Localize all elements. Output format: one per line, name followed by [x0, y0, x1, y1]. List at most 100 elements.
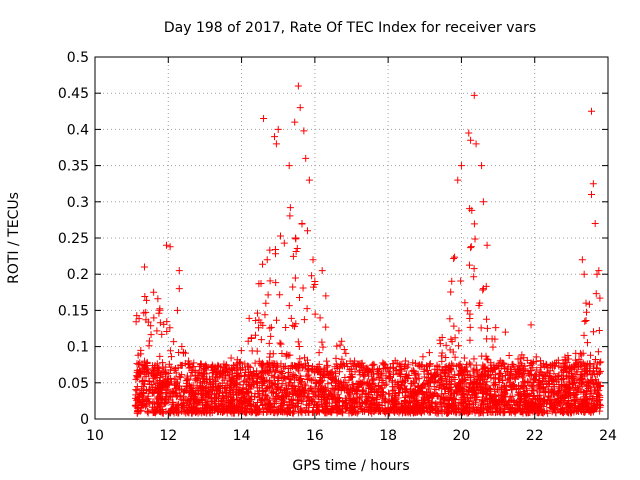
data-point — [489, 408, 497, 416]
data-point — [395, 389, 403, 397]
data-point — [176, 392, 184, 400]
data-point — [470, 265, 478, 273]
data-point — [472, 381, 480, 389]
data-point — [166, 243, 174, 251]
data-point — [522, 409, 530, 417]
data-point — [578, 404, 586, 412]
data-point — [525, 403, 533, 411]
data-point — [142, 308, 150, 316]
data-point — [253, 407, 261, 415]
data-point — [585, 300, 593, 308]
data-point — [523, 356, 531, 364]
grid-lines — [95, 57, 608, 419]
data-point — [516, 355, 524, 363]
data-point — [382, 380, 390, 388]
data-point — [145, 387, 153, 395]
data-point — [382, 372, 390, 380]
data-point — [280, 239, 288, 247]
data-point — [582, 316, 590, 324]
data-point — [570, 363, 578, 371]
data-point — [276, 291, 284, 299]
data-point — [165, 370, 173, 378]
data-point — [339, 409, 347, 417]
data-point — [505, 351, 513, 359]
data-point — [441, 372, 449, 380]
data-point — [532, 371, 540, 379]
data-point — [560, 407, 568, 415]
data-point — [235, 358, 243, 366]
data-point — [548, 408, 556, 416]
data-point — [183, 383, 191, 391]
data-point — [465, 261, 473, 269]
data-point — [438, 349, 446, 357]
data-point — [388, 397, 396, 405]
data-point — [517, 359, 525, 367]
data-point — [425, 408, 433, 416]
data-point — [161, 399, 169, 407]
data-point — [472, 394, 480, 402]
data-point — [584, 339, 592, 347]
data-point — [175, 267, 183, 275]
data-point — [298, 220, 306, 228]
data-point — [306, 385, 314, 393]
data-point — [253, 379, 261, 387]
data-point — [272, 250, 280, 258]
data-point — [217, 398, 225, 406]
data-point — [297, 375, 305, 383]
data-point — [450, 322, 458, 330]
data-point — [485, 385, 493, 393]
data-point — [414, 401, 422, 409]
data-point — [228, 405, 236, 413]
data-point — [166, 347, 174, 355]
data-point — [436, 373, 444, 381]
data-point — [438, 390, 446, 398]
data-point — [364, 394, 372, 402]
data-point — [381, 364, 389, 372]
data-point — [132, 386, 140, 394]
data-point — [172, 385, 180, 393]
data-point — [597, 367, 605, 375]
data-point — [546, 361, 554, 369]
data-point — [348, 373, 356, 381]
data-point — [581, 317, 589, 325]
data-point — [246, 381, 254, 389]
data-point — [393, 407, 401, 415]
data-point — [397, 384, 405, 392]
data-point — [175, 373, 183, 381]
data-point — [266, 363, 274, 371]
data-point — [156, 319, 164, 327]
data-point — [392, 398, 400, 406]
data-point — [460, 354, 468, 362]
data-point — [271, 133, 279, 141]
data-point — [594, 383, 602, 391]
data-point — [592, 290, 600, 298]
data-point — [539, 409, 547, 417]
data-point — [293, 245, 301, 253]
data-point — [235, 388, 243, 396]
data-point — [583, 308, 591, 316]
data-point — [310, 283, 318, 291]
data-point — [500, 409, 508, 417]
data-point — [497, 386, 505, 394]
data-point — [466, 310, 474, 318]
data-point — [314, 401, 322, 409]
data-point — [452, 409, 460, 417]
data-point — [145, 342, 153, 350]
data-point — [582, 398, 590, 406]
data-point — [206, 388, 214, 396]
data-point — [582, 299, 590, 307]
data-point — [527, 366, 535, 374]
data-point — [528, 404, 536, 412]
data-point — [245, 399, 253, 407]
data-point — [290, 402, 298, 410]
data-point — [296, 104, 304, 112]
data-point — [289, 321, 297, 329]
data-point — [494, 362, 502, 370]
data-point — [596, 401, 604, 409]
data-point — [243, 402, 251, 410]
data-point — [467, 244, 475, 252]
data-point — [460, 368, 468, 376]
data-point — [507, 404, 515, 412]
data-point — [487, 408, 495, 416]
data-point — [473, 366, 481, 374]
